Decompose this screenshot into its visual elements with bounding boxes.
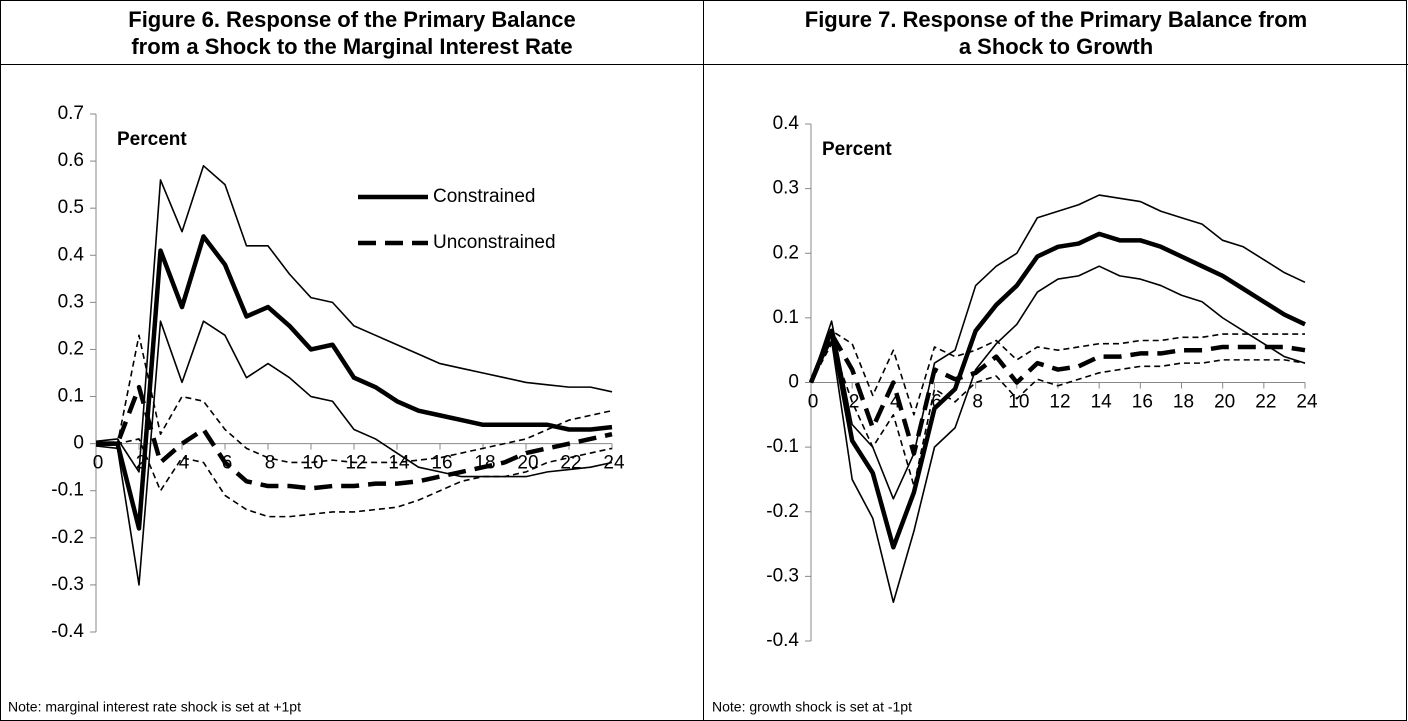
y-tick-label: -0.3 <box>766 565 799 586</box>
x-tick-label: 2 <box>849 392 860 413</box>
series-line <box>95 165 613 473</box>
x-tick-label: 22 <box>1255 392 1276 413</box>
chart-title: a Shock to Growth <box>959 34 1153 59</box>
chart-title: Figure 7. Response of the Primary Balanc… <box>805 7 1307 32</box>
y-tick-label: 0.3 <box>773 178 799 199</box>
legend-label: Constrained <box>433 186 535 207</box>
y-tick-label: -0.2 <box>51 527 84 548</box>
annotation: Percent <box>117 129 187 150</box>
y-tick-label: 0.6 <box>58 150 84 171</box>
series-line <box>96 234 613 531</box>
y-tick-label: -0.4 <box>51 621 84 642</box>
series-line <box>810 330 1305 416</box>
x-tick-label: 10 <box>302 453 323 474</box>
x-tick-label: 0 <box>93 453 104 474</box>
x-tick-label: 24 <box>603 453 625 474</box>
series-line <box>808 331 1306 456</box>
y-tick-label: 0.1 <box>58 386 84 407</box>
y-tick-label: -0.4 <box>766 630 799 651</box>
x-tick-label: 20 <box>1214 392 1235 413</box>
chart-title: from a Shock to the Marginal Interest Ra… <box>131 34 572 59</box>
x-tick-label: 6 <box>931 392 942 413</box>
series-line <box>96 334 613 464</box>
x-tick-label: 8 <box>265 453 276 474</box>
x-tick-label: 8 <box>972 392 983 413</box>
series-line <box>810 342 1306 487</box>
series-line <box>95 320 613 586</box>
y-tick-label: 0.3 <box>58 291 84 312</box>
y-tick-label: -0.2 <box>766 501 799 522</box>
note: Note: marginal interest rate shock is se… <box>8 699 301 715</box>
legend-label: Unconstrained <box>433 232 556 253</box>
note: Note: growth shock is set at -1pt <box>712 699 912 715</box>
y-tick-label: 0 <box>788 372 799 393</box>
y-tick-label: 0.4 <box>773 113 800 134</box>
y-tick-label: 0.5 <box>58 197 84 218</box>
y-tick-label: 0.4 <box>58 244 85 265</box>
x-tick-label: 16 <box>1132 392 1153 413</box>
annotation: Percent <box>822 139 892 160</box>
x-tick-label: 24 <box>1296 392 1318 413</box>
x-tick-label: 12 <box>1049 392 1070 413</box>
x-tick-label: 18 <box>1173 392 1194 413</box>
x-tick-label: 10 <box>1008 392 1029 413</box>
y-tick-label: -0.3 <box>51 574 84 595</box>
y-tick-label: 0.1 <box>773 307 799 328</box>
y-tick-label: 0.7 <box>58 103 84 124</box>
chart-title: Figure 6. Response of the Primary Balanc… <box>128 7 575 32</box>
series-line <box>808 231 1306 550</box>
x-tick-label: 4 <box>890 392 901 413</box>
series-line <box>96 384 613 491</box>
x-tick-label: 4 <box>179 453 190 474</box>
series-line <box>810 265 1306 604</box>
series-line <box>96 438 613 518</box>
y-tick-label: -0.1 <box>51 480 84 501</box>
series-line <box>810 194 1306 500</box>
x-tick-label: 14 <box>1091 392 1113 413</box>
y-tick-label: 0.2 <box>58 338 84 359</box>
y-tick-label: 0 <box>73 433 84 454</box>
x-tick-label: 2 <box>136 453 147 474</box>
y-tick-label: -0.1 <box>766 436 799 457</box>
x-tick-label: 0 <box>808 392 819 413</box>
y-tick-label: 0.2 <box>773 242 799 263</box>
